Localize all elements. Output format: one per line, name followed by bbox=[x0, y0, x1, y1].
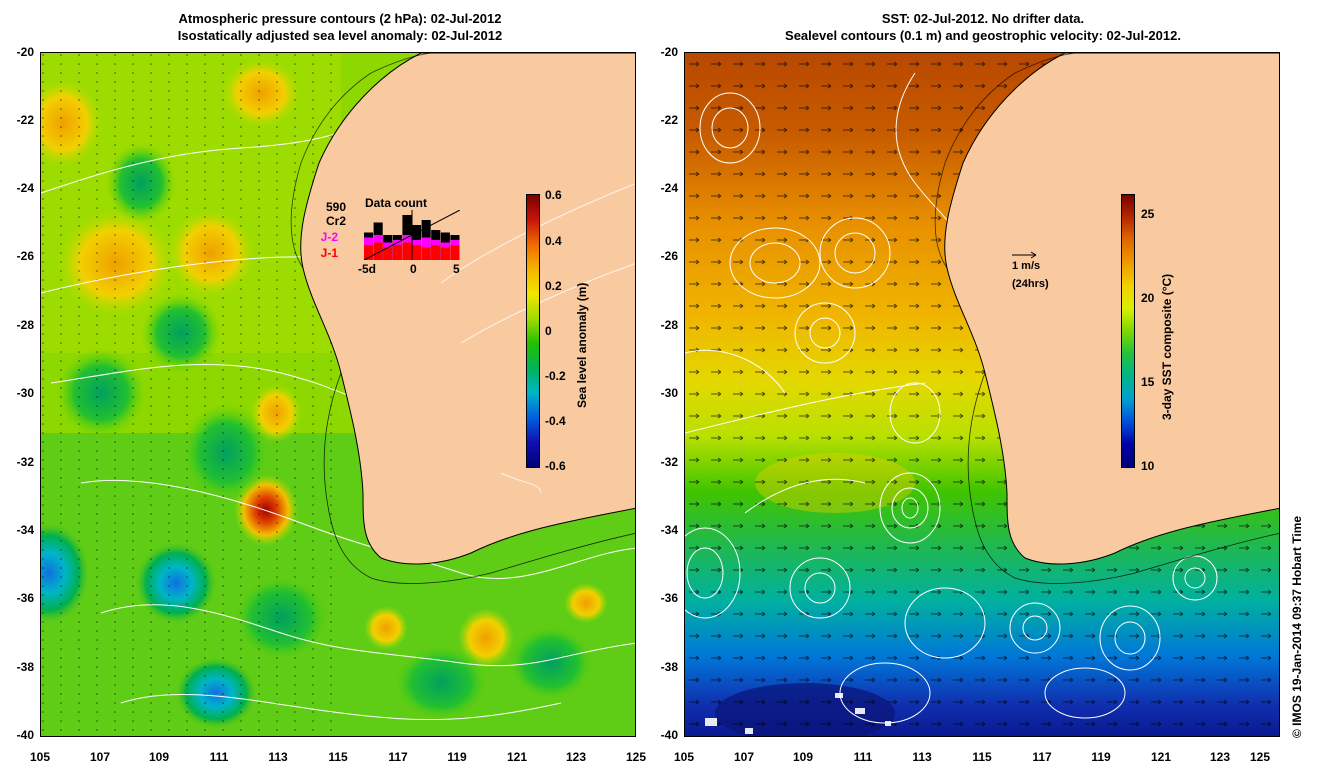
count-bar-j1 bbox=[431, 245, 441, 260]
y-tick-right-2: -24 bbox=[660, 181, 678, 195]
sst-cbar-tick-0: 25 bbox=[1141, 207, 1155, 221]
x-tick-right-6: 117 bbox=[1032, 750, 1052, 764]
y-tick-left-10: -40 bbox=[16, 728, 34, 742]
data-count-histogram bbox=[364, 210, 460, 260]
left-title-line1: Atmospheric pressure contours (2 hPa): 0… bbox=[178, 11, 502, 26]
inset-count: 590 bbox=[325, 200, 346, 214]
x-tick-left-4: 113 bbox=[268, 750, 288, 764]
y-tick-right-4: -28 bbox=[660, 318, 678, 332]
y-tick-right-7: -34 bbox=[660, 523, 678, 537]
count-bar-j1 bbox=[383, 247, 393, 260]
y-tick-left-9: -38 bbox=[16, 660, 34, 674]
sla-field-graphic bbox=[41, 53, 635, 736]
data-count-inset: 590 Cr2 J-2 J-1 Data count -5d 0 5 bbox=[318, 176, 468, 276]
y-tick-left-4: -28 bbox=[16, 318, 34, 332]
count-bar-j1 bbox=[440, 247, 450, 260]
x-tick-right-8: 121 bbox=[1150, 750, 1172, 764]
x-tick-right-5: 115 bbox=[972, 750, 992, 764]
y-tick-left-7: -34 bbox=[16, 523, 34, 537]
sla-cbar-tick-5: -0.4 bbox=[545, 414, 566, 428]
y-tick-left-0: -20 bbox=[16, 45, 34, 59]
sla-cbar-tick-0: 0.6 bbox=[545, 188, 562, 202]
x-tick-left-0: 105 bbox=[29, 750, 51, 764]
x-tick-left-9: 123 bbox=[565, 750, 587, 764]
y-tick-left-2: -24 bbox=[16, 181, 34, 195]
sst-cbar-tick-3: 10 bbox=[1141, 459, 1155, 473]
velocity-arrow-icon bbox=[1012, 251, 1037, 259]
x-tick-left-10: 125 bbox=[625, 750, 647, 764]
inset-mission-j1: J-1 bbox=[320, 246, 338, 260]
inset-mission-cr2: Cr2 bbox=[325, 214, 346, 228]
right-panel-title: SST: 02-Jul-2012. No drifter data. Seale… bbox=[668, 10, 1298, 44]
right-title-line1: SST: 02-Jul-2012. No drifter data. bbox=[881, 11, 1085, 26]
imos-credit: © IMOS 19-Jan-2014 09:37 Hobart Time bbox=[1290, 515, 1304, 738]
sla-cbar-tick-2: 0.2 bbox=[545, 279, 562, 293]
x-tick-right-3: 111 bbox=[853, 750, 873, 764]
count-bar-j1 bbox=[364, 245, 374, 260]
y-tick-right-0: -20 bbox=[660, 45, 678, 59]
x-tick-right-10: 125 bbox=[1249, 750, 1271, 764]
sla-colorbar bbox=[526, 194, 540, 468]
count-window-diagonal bbox=[364, 210, 460, 260]
inset-xtick-1: 0 bbox=[410, 262, 417, 276]
y-tick-left-6: -32 bbox=[16, 455, 34, 469]
count-bar-j1 bbox=[373, 242, 383, 260]
inset-title: Data count bbox=[365, 196, 428, 210]
y-tick-right-9: -38 bbox=[660, 660, 678, 674]
x-tick-right-0: 105 bbox=[673, 750, 695, 764]
y-tick-left-8: -36 bbox=[16, 591, 34, 605]
y-tick-right-6: -32 bbox=[660, 455, 678, 469]
sla-cbar-tick-1: 0.4 bbox=[545, 234, 562, 248]
x-tick-left-3: 111 bbox=[209, 750, 229, 764]
y-tick-left-3: -26 bbox=[16, 249, 34, 263]
sla-cbar-tick-4: -0.2 bbox=[545, 369, 566, 383]
sst-cbar-tick-1: 20 bbox=[1141, 291, 1155, 305]
x-tick-left-6: 117 bbox=[388, 750, 408, 764]
sst-colorbar bbox=[1121, 194, 1135, 468]
x-tick-right-2: 109 bbox=[792, 750, 814, 764]
velocity-label: 1 m/s bbox=[1012, 260, 1041, 272]
sst-cbar-tick-2: 15 bbox=[1141, 375, 1155, 389]
inset-xtick-0: -5d bbox=[358, 262, 376, 276]
count-bar-j1 bbox=[392, 245, 402, 260]
count-bar-j1 bbox=[402, 242, 412, 260]
inset-xtick-2: 5 bbox=[453, 262, 460, 276]
x-tick-left-5: 115 bbox=[328, 750, 348, 764]
x-tick-left-1: 107 bbox=[89, 750, 111, 764]
y-tick-right-1: -22 bbox=[660, 113, 678, 127]
x-tick-left-8: 121 bbox=[506, 750, 528, 764]
left-title-line2: Isostatically adjusted sea level anomaly… bbox=[177, 28, 503, 43]
y-tick-left-5: -30 bbox=[16, 386, 34, 400]
sst-cbar-title: 3-day SST composite (°C) bbox=[1160, 273, 1174, 420]
sst-field-graphic bbox=[685, 53, 1279, 736]
y-tick-left-1: -22 bbox=[16, 113, 34, 127]
count-bar-j1 bbox=[421, 247, 431, 260]
inset-mission-j2: J-2 bbox=[320, 230, 338, 244]
sla-cbar-tick-6: -0.6 bbox=[545, 459, 566, 473]
count-bar-j1 bbox=[450, 245, 460, 260]
sea-level-contours bbox=[685, 72, 1218, 724]
x-tick-right-1: 107 bbox=[733, 750, 755, 764]
velocity-scale: 1 m/s (24hrs) bbox=[1010, 250, 1080, 296]
y-tick-right-3: -26 bbox=[660, 249, 678, 263]
count-bar-j1 bbox=[412, 245, 422, 260]
x-tick-left-2: 109 bbox=[148, 750, 170, 764]
y-tick-right-10: -40 bbox=[660, 728, 678, 742]
x-tick-right-4: 113 bbox=[912, 750, 932, 764]
x-tick-right-7: 119 bbox=[1091, 750, 1111, 764]
sea-level-anomaly-map bbox=[40, 52, 636, 737]
y-tick-right-5: -30 bbox=[660, 386, 678, 400]
x-tick-left-7: 119 bbox=[447, 750, 467, 764]
x-tick-right-9: 123 bbox=[1209, 750, 1231, 764]
sla-cbar-title: Sea level anomaly (m) bbox=[575, 282, 589, 408]
right-title-line2: Sealevel contours (0.1 m) and geostrophi… bbox=[785, 28, 1181, 43]
left-panel-title: Atmospheric pressure contours (2 hPa): 0… bbox=[20, 10, 660, 44]
sst-map bbox=[684, 52, 1280, 737]
sla-cbar-tick-3: 0 bbox=[545, 324, 552, 338]
y-tick-right-8: -36 bbox=[660, 591, 678, 605]
velocity-sublabel: (24hrs) bbox=[1012, 278, 1049, 290]
